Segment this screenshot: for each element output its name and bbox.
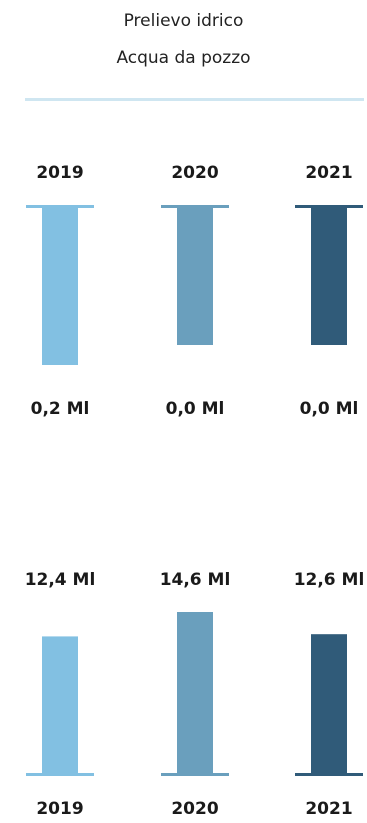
bottom-chart-bar-base-2019	[26, 773, 94, 776]
top-chart-value-label-2021: 0,0 Ml	[300, 399, 359, 419]
bottom-chart-value-label-2021: 12,6 Ml	[294, 570, 365, 590]
top-chart-value-label-2019: 0,2 Ml	[31, 399, 90, 419]
bottom-chart-value-label-2020: 14,6 Ml	[160, 570, 231, 590]
bottom-chart-year-label-2020: 2020	[171, 799, 218, 819]
chart-subtitle: Acqua da pozzo	[116, 48, 251, 68]
bottom-chart-year-label-2021: 2021	[305, 799, 352, 819]
chart-title: Prelievo idrico	[123, 11, 244, 31]
top-chart-year-label-2020: 2020	[171, 163, 218, 183]
top-chart-year-label-2021: 2021	[305, 163, 352, 183]
top-chart-bar-2021	[311, 205, 347, 345]
bottom-chart-bar-base-2020	[161, 773, 229, 776]
top-chart-value-label-2020: 0,0 Ml	[166, 399, 225, 419]
bottom-chart-bar-base-2021	[295, 773, 363, 776]
bottom-chart-value-label-2019: 12,4 Ml	[25, 570, 96, 590]
bottom-chart-bar-2021	[311, 634, 347, 774]
bottom-chart-bar-2020	[177, 612, 213, 774]
bottom-chart-year-label-2019: 2019	[36, 799, 83, 819]
header-divider	[25, 98, 364, 101]
top-chart-bar-2020	[177, 205, 213, 345]
bottom-chart-bar-2019	[42, 636, 78, 774]
top-chart-year-label-2019: 2019	[36, 163, 83, 183]
top-chart-bar-2019	[42, 205, 78, 365]
